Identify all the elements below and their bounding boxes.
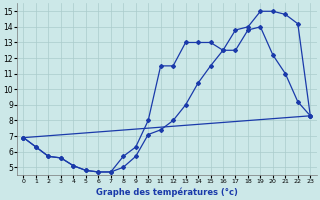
X-axis label: Graphe des températures (°c): Graphe des températures (°c) bbox=[96, 187, 238, 197]
